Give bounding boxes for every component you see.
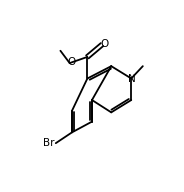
Text: N: N (128, 74, 136, 84)
Text: O: O (100, 39, 108, 49)
Text: Br: Br (43, 138, 54, 148)
Text: O: O (67, 57, 75, 67)
